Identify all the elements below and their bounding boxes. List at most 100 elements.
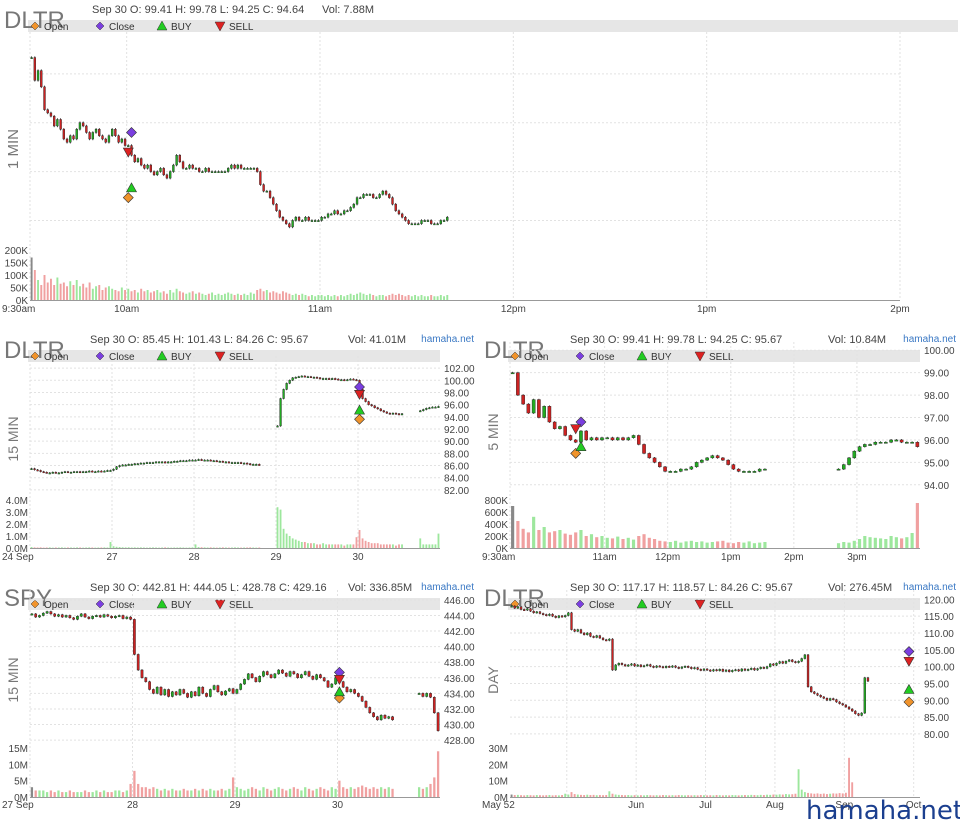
volume-bar bbox=[313, 543, 315, 548]
x-tick-label: 9:30am bbox=[482, 552, 515, 563]
legend-open[interactable]: Open bbox=[30, 21, 68, 33]
marker-open[interactable] bbox=[354, 413, 365, 425]
legend-close[interactable]: Close bbox=[95, 599, 135, 611]
legend-buy[interactable]: BUY bbox=[156, 598, 192, 611]
candle bbox=[175, 154, 178, 167]
ohlc-readout: Sep 30 O: 99.41 H: 99.78 L: 94.25 C: 95.… bbox=[570, 334, 782, 346]
legend-buy[interactable]: BUY bbox=[156, 350, 192, 363]
volume-bar bbox=[385, 544, 388, 548]
legend-buy[interactable]: BUY bbox=[636, 350, 672, 363]
marker-buy[interactable] bbox=[354, 404, 366, 415]
source-link[interactable]: hamaha.net bbox=[421, 582, 474, 593]
candle bbox=[91, 615, 94, 620]
marker-sell[interactable] bbox=[333, 675, 345, 685]
legend-open[interactable]: Open bbox=[30, 351, 68, 363]
volume-bar bbox=[391, 788, 394, 797]
marker-sell[interactable] bbox=[903, 656, 915, 667]
marker-buy[interactable] bbox=[125, 182, 138, 193]
candle bbox=[426, 219, 430, 222]
candle bbox=[115, 465, 118, 471]
candle bbox=[307, 215, 310, 222]
volume-bar bbox=[803, 792, 806, 797]
volume-bar bbox=[583, 795, 586, 797]
legend-close-icon bbox=[95, 21, 105, 31]
volume-bar bbox=[133, 770, 136, 797]
volume-bar bbox=[684, 541, 688, 548]
volume-bar bbox=[252, 293, 255, 300]
marker-open[interactable] bbox=[122, 192, 134, 204]
candle bbox=[376, 715, 379, 721]
brand-watermark[interactable]: hamaha.net bbox=[806, 796, 960, 826]
candle bbox=[740, 668, 743, 672]
legend-sell[interactable]: SELL bbox=[694, 599, 734, 611]
legend-sell[interactable]: SELL bbox=[694, 351, 734, 363]
candle bbox=[197, 686, 201, 697]
chart-panel-p2: DLTR Sep 30 O: 85.45 H: 101.43 L: 84.26 C… bbox=[2, 334, 475, 563]
candle bbox=[328, 377, 331, 380]
y-tick-label: 120.00 bbox=[924, 595, 955, 606]
volume-bar bbox=[153, 291, 156, 300]
candle bbox=[312, 376, 316, 379]
volume-bar bbox=[269, 790, 273, 797]
volume-bar bbox=[175, 288, 178, 300]
candle bbox=[383, 714, 387, 720]
legend-close-label: Close bbox=[109, 22, 135, 33]
candle bbox=[246, 167, 249, 170]
legend-close-icon bbox=[95, 351, 105, 361]
volume-bar bbox=[529, 795, 532, 797]
legend-buy[interactable]: BUY bbox=[636, 598, 672, 611]
legend-buy[interactable]: BUY bbox=[156, 20, 192, 33]
candle bbox=[516, 371, 520, 396]
candle bbox=[78, 470, 82, 474]
volume-bar bbox=[191, 291, 194, 300]
volume-bar bbox=[288, 293, 291, 300]
chart-panel-p1: DLTR Sep 30 O: 99.41 H: 99.78 L: 94.25 C:… bbox=[2, 4, 958, 315]
candle bbox=[231, 687, 235, 695]
candle bbox=[568, 434, 573, 441]
legend-open[interactable]: Open bbox=[30, 599, 68, 611]
volume-bar bbox=[320, 295, 323, 300]
source-link[interactable]: hamaha.net bbox=[903, 582, 956, 593]
volume-tick-label: 200K bbox=[485, 532, 509, 543]
volume-tick-label: 0.0M bbox=[6, 544, 28, 555]
candle bbox=[694, 461, 699, 468]
volume-bar bbox=[311, 790, 314, 797]
candle bbox=[57, 472, 60, 475]
volume-bar bbox=[61, 792, 64, 797]
volume-bar bbox=[121, 792, 125, 797]
volume-bar bbox=[343, 545, 346, 548]
y-tick-label: 98.00 bbox=[924, 391, 949, 402]
candle bbox=[889, 439, 893, 444]
marker-buy[interactable] bbox=[333, 686, 345, 697]
volume-bar bbox=[665, 795, 668, 797]
volume-bar bbox=[124, 290, 127, 300]
marker-sell[interactable] bbox=[122, 147, 134, 158]
legend-open[interactable]: Open bbox=[510, 351, 548, 363]
legend-buy-label: BUY bbox=[651, 600, 672, 611]
volume-bar bbox=[680, 795, 683, 797]
marker-buy[interactable] bbox=[903, 683, 915, 694]
candle bbox=[671, 665, 674, 668]
candle bbox=[866, 676, 870, 682]
legend-close[interactable]: Close bbox=[575, 351, 615, 363]
legend-sell[interactable]: SELL bbox=[214, 21, 254, 33]
legend-close[interactable]: Close bbox=[95, 351, 135, 363]
legend-close[interactable]: Close bbox=[95, 21, 135, 33]
marker-open[interactable] bbox=[903, 696, 915, 708]
marker-sell[interactable] bbox=[354, 389, 366, 400]
source-link[interactable]: hamaha.net bbox=[421, 334, 474, 345]
candle bbox=[521, 394, 525, 405]
candle bbox=[64, 614, 68, 618]
volume-bar bbox=[69, 281, 72, 300]
volume-tick-label: 2.0M bbox=[6, 520, 28, 531]
marker-buy[interactable] bbox=[575, 441, 587, 451]
volume-bar bbox=[819, 793, 822, 797]
candle bbox=[385, 411, 388, 414]
marker-sell[interactable] bbox=[570, 424, 582, 435]
marker-close[interactable] bbox=[903, 646, 915, 657]
legend-sell[interactable]: SELL bbox=[214, 351, 254, 363]
candle bbox=[181, 160, 185, 170]
legend-close[interactable]: Close bbox=[575, 599, 615, 611]
source-link[interactable]: hamaha.net bbox=[903, 334, 956, 345]
marker-close[interactable] bbox=[126, 127, 137, 138]
